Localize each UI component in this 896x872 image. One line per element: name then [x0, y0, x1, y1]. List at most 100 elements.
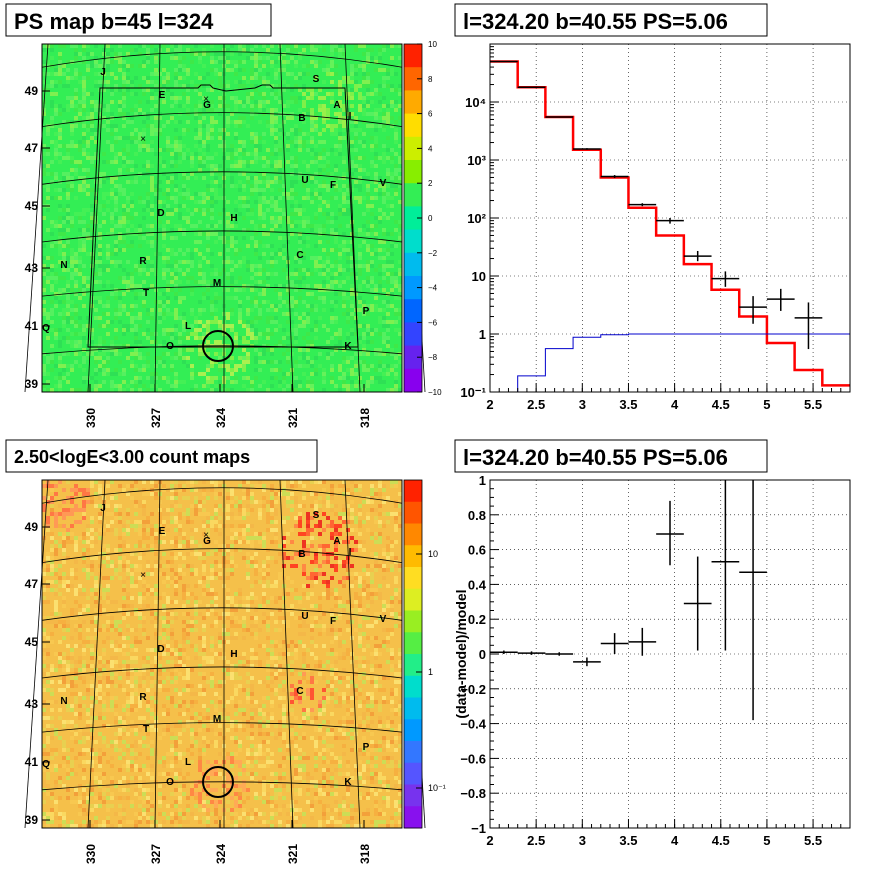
- map-pixel: [338, 364, 342, 368]
- map-pixel: [330, 96, 334, 100]
- map-pixel: [122, 204, 126, 208]
- map-pixel: [262, 212, 266, 216]
- map-pixel: [254, 560, 258, 564]
- map-pixel: [130, 108, 134, 112]
- map-pixel: [294, 524, 298, 528]
- map-pixel: [118, 372, 122, 376]
- map-pixel: [302, 572, 306, 576]
- map-pixel: [126, 280, 130, 284]
- map-pixel: [134, 152, 138, 156]
- map-pixel: [314, 536, 318, 540]
- map-pixel: [302, 484, 306, 488]
- map-pixel: [90, 120, 94, 124]
- map-pixel: [294, 384, 298, 388]
- map-pixel: [206, 512, 210, 516]
- map-pixel: [178, 260, 182, 264]
- map-pixel: [54, 172, 58, 176]
- map-pixel: [398, 504, 402, 508]
- map-pixel: [198, 100, 202, 104]
- map-pixel: [266, 80, 270, 84]
- map-pixel: [382, 184, 386, 188]
- map-pixel: [354, 572, 358, 576]
- map-pixel: [62, 560, 66, 564]
- region-label-v: V: [380, 178, 387, 189]
- map-pixel: [246, 524, 250, 528]
- map-pixel: [390, 304, 394, 308]
- map-pixel: [378, 320, 382, 324]
- map-pixel: [122, 192, 126, 196]
- map-pixel: [174, 96, 178, 100]
- map-pixel: [290, 556, 294, 560]
- map-pixel: [62, 540, 66, 544]
- cross-marker: ×: [140, 134, 146, 145]
- map-pixel: [386, 352, 390, 356]
- map-pixel: [150, 96, 154, 100]
- map-pixel: [246, 540, 250, 544]
- map-pixel: [166, 564, 170, 568]
- map-pixel: [262, 232, 266, 236]
- map-pixel: [166, 120, 170, 124]
- map-pixel: [342, 192, 346, 196]
- map-pixel: [234, 264, 238, 268]
- map-pixel: [314, 560, 318, 564]
- map-pixel: [82, 552, 86, 556]
- map-pixel: [362, 212, 366, 216]
- map-pixel: [318, 508, 322, 512]
- map-pixel: [70, 340, 74, 344]
- map-pixel: [322, 592, 326, 596]
- map-pixel: [106, 232, 110, 236]
- map-pixel: [262, 176, 266, 180]
- map-pixel: [202, 488, 206, 492]
- map-pixel: [262, 576, 266, 580]
- map-pixel: [134, 504, 138, 508]
- map-pixel: [114, 240, 118, 244]
- map-pixel: [142, 140, 146, 144]
- map-pixel: [370, 576, 374, 580]
- map-pixel: [390, 100, 394, 104]
- map-pixel: [198, 504, 202, 508]
- map-pixel: [114, 208, 118, 212]
- map-pixel: [262, 488, 266, 492]
- count-map-texture: [42, 480, 402, 828]
- map-pixel: [302, 144, 306, 148]
- map-pixel: [298, 516, 302, 520]
- map-pixel: [138, 352, 142, 356]
- map-pixel: [118, 560, 122, 564]
- map-pixel: [198, 328, 202, 332]
- map-pixel: [238, 164, 242, 168]
- map-pixel: [290, 224, 294, 228]
- map-pixel: [270, 88, 274, 92]
- map-pixel: [398, 92, 402, 96]
- map-pixel: [198, 372, 202, 376]
- map-pixel: [62, 320, 66, 324]
- map-pixel: [58, 480, 62, 484]
- map-pixel: [294, 260, 298, 264]
- map-pixel: [290, 304, 294, 308]
- map-pixel: [134, 296, 138, 300]
- map-pixel: [366, 88, 370, 92]
- map-pixel: [54, 524, 58, 528]
- map-pixel: [82, 120, 86, 124]
- map-pixel: [270, 264, 274, 268]
- map-pixel: [338, 484, 342, 488]
- map-pixel: [386, 172, 390, 176]
- map-pixel: [330, 368, 334, 372]
- map-pixel: [62, 216, 66, 220]
- map-pixel: [102, 596, 106, 600]
- map-pixel: [118, 172, 122, 176]
- map-pixel: [106, 368, 110, 372]
- map-pixel: [70, 368, 74, 372]
- map-pixel: [94, 84, 98, 88]
- map-pixel: [354, 64, 358, 68]
- map-pixel: [170, 44, 174, 48]
- map-pixel: [390, 204, 394, 208]
- map-pixel: [118, 308, 122, 312]
- map-pixel: [314, 152, 318, 156]
- map-pixel: [258, 308, 262, 312]
- map-pixel: [62, 256, 66, 260]
- map-pixel: [258, 368, 262, 372]
- map-pixel: [210, 252, 214, 256]
- map-pixel: [194, 44, 198, 48]
- map-pixel: [378, 496, 382, 500]
- map-pixel: [394, 328, 398, 332]
